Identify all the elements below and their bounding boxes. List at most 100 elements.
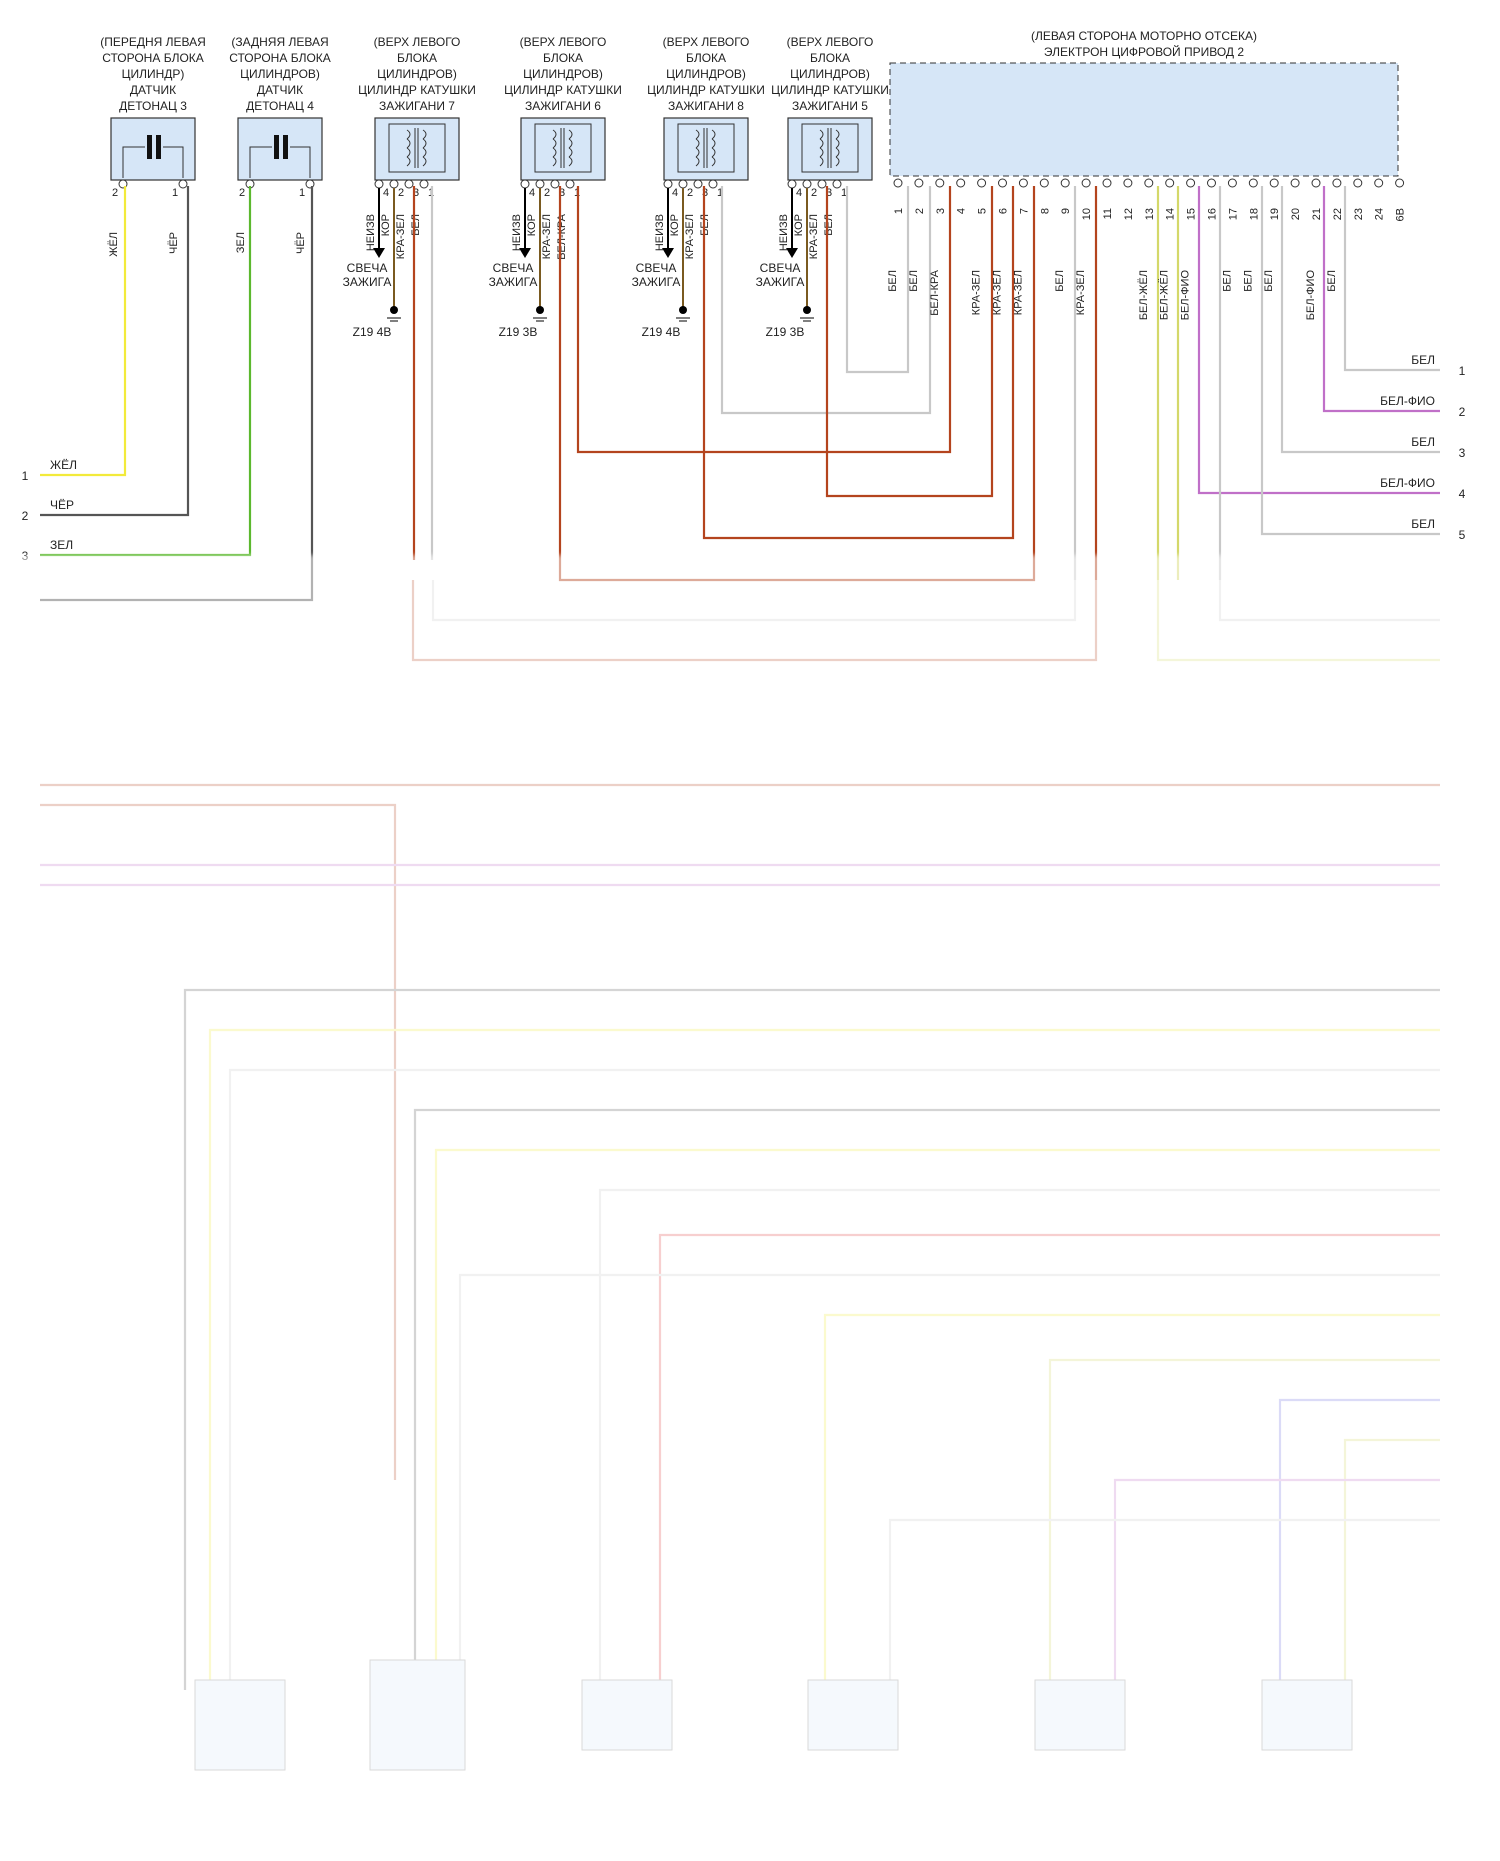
right-output-number: 1 (1459, 364, 1466, 378)
connector-pin (1353, 178, 1363, 188)
faded-component-box (194, 1679, 286, 1771)
ignition-coil-box (663, 117, 749, 181)
coil-winding-icon (568, 138, 573, 149)
connector-wire-label: БЕЛ (1326, 270, 1338, 292)
component-title-line: (ВЕРХ ЛЕВОГО (663, 35, 750, 49)
coil-winding-icon (695, 156, 700, 167)
wire-color-label: КРА-ЗЕЛ (684, 214, 696, 259)
pin-terminal (178, 179, 188, 189)
wire-right-5 (1260, 186, 1440, 536)
arrow-down-icon (519, 248, 531, 258)
coil-winding-icon (819, 129, 824, 140)
wire-color-label: НЕИЗВ (654, 214, 666, 251)
connector-pin-number: 18 (1248, 208, 1260, 220)
connector-pin-number: 6 (998, 208, 1010, 214)
ground-label: Z19 4B (642, 325, 681, 339)
pin-terminal (550, 179, 560, 189)
connector-pin-number: 19 (1269, 208, 1281, 220)
ignition-coil-box (787, 117, 873, 181)
connector-pin (1123, 178, 1133, 188)
wire-coil6-whitered (576, 186, 952, 454)
component-title-line: (ВЕРХ ЛЕВОГО (374, 35, 461, 49)
piezo-icon (274, 135, 279, 159)
sensor-lead (249, 146, 272, 178)
pin-terminal (802, 179, 812, 189)
pin-number: 3 (559, 187, 565, 199)
wire-color-label: НЕИЗВ (365, 214, 377, 251)
faded-wire (434, 1148, 1440, 1690)
spark-plug-label: СВЕЧА (760, 261, 801, 275)
component-title-line: ЗАЖИГАНИ 5 (792, 99, 868, 113)
wire-color-label: КРА-ЗЕЛ (395, 214, 407, 259)
wire-color-label: КОР (669, 214, 681, 236)
ignition-coil-box (520, 117, 606, 181)
sensor-lead (163, 146, 184, 178)
connector-pin-number: 1 (893, 208, 905, 214)
connector-wire-label: БЕЛ-КРА (929, 269, 941, 315)
connector-pin-number: 23 (1353, 208, 1365, 220)
connector-pin-number: 24 (1374, 208, 1386, 220)
coil-winding-icon (422, 156, 427, 167)
coil-winding-icon (819, 147, 824, 158)
piezo-icon (147, 135, 152, 159)
connector-wire-label: КРА-ЗЕЛ (971, 270, 983, 315)
coil-winding-icon (406, 129, 411, 140)
connector-pin-number: 14 (1165, 208, 1177, 220)
faded-component-box (1261, 1679, 1353, 1751)
left-output-number: 2 (22, 509, 29, 523)
component-title-line: СТОРОНА БЛОКА (102, 51, 204, 65)
component-title-line: (ВЕРХ ЛЕВОГО (520, 35, 607, 49)
connector-pin (1165, 178, 1175, 188)
connector-pin (1269, 178, 1279, 188)
spark-plug-label: ЗАЖИГА (756, 275, 805, 289)
component-title-line: ЦИЛИНДРОВ) (790, 67, 870, 81)
pin-number: 2 (112, 187, 118, 199)
connector-wire-label: БЕЛ-ЖЁЛ (1159, 270, 1171, 320)
connector-pin-number: 21 (1311, 208, 1323, 220)
connector-wire-label: БЕЛ-ЖЁЛ (1138, 270, 1150, 320)
component-title-line: ЦИЛИНДР) (122, 67, 185, 81)
connector-pin (1144, 178, 1154, 188)
connector-wire-label: БЕЛ-ФИО (1180, 270, 1192, 321)
piezo-icon (283, 135, 288, 159)
left-output-label: ЖЁЛ (50, 458, 77, 472)
connector-wire-label: БЕЛ (1263, 270, 1275, 292)
connector-pin-number: 4 (956, 208, 968, 214)
coil-winding-icon (819, 138, 824, 149)
coil-winding-icon (695, 138, 700, 149)
connector-pin (1018, 178, 1028, 188)
coil-winding-icon (711, 138, 716, 149)
left-output-number: 1 (22, 469, 29, 483)
connector-pin-number: 20 (1290, 208, 1302, 220)
coil-frame (534, 123, 592, 173)
connector-pin (998, 178, 1007, 188)
connector-pin (935, 178, 945, 188)
right-output-number: 3 (1459, 446, 1466, 460)
connector-pin-number: 16 (1207, 208, 1219, 220)
faded-wire (598, 1188, 1440, 1690)
spark-plug-label: ЗАЖИГА (343, 275, 392, 289)
connector-wire-label: КРА-ЗЕЛ (1012, 270, 1024, 315)
component-coil6: (ВЕРХ ЛЕВОГО БЛОКА ЦИЛИНДРОВ) ЦИЛИНДР КАТУШ… (489, 35, 622, 339)
faded-wire (1278, 1398, 1440, 1690)
connector-pin (977, 178, 987, 188)
pin-number: 2 (811, 187, 817, 199)
right-output-label: БЕЛ-ФИО (1380, 394, 1435, 408)
wire-coil6-rust (558, 186, 1036, 582)
coil-winding-icon (695, 147, 700, 158)
pin-terminal (678, 179, 688, 189)
spark-plug-label: СВЕЧА (493, 261, 534, 275)
pin-number: 3 (826, 187, 832, 199)
component-coil7: (ВЕРХ ЛЕВОГО БЛОКА ЦИЛИНДРОВ) ЦИЛИНДР КАТУШ… (343, 35, 476, 339)
faded-wire (888, 1518, 1440, 1690)
component-title-line: ЗАЖИГАНИ 7 (379, 99, 455, 113)
wire-right-4 (1197, 186, 1440, 495)
connector-pin-number: 13 (1144, 208, 1156, 220)
component-title-line: ДАТЧИК (257, 83, 303, 97)
connector-pin (1332, 178, 1342, 188)
pin-number: 1 (841, 187, 847, 199)
component-title-line: ЦИЛИНДР КАТУШКИ (647, 83, 765, 97)
connector-pin (893, 178, 903, 188)
wire-color-label: ЧЁР (295, 232, 307, 254)
connector-wire-label: БЕЛ (908, 270, 920, 292)
